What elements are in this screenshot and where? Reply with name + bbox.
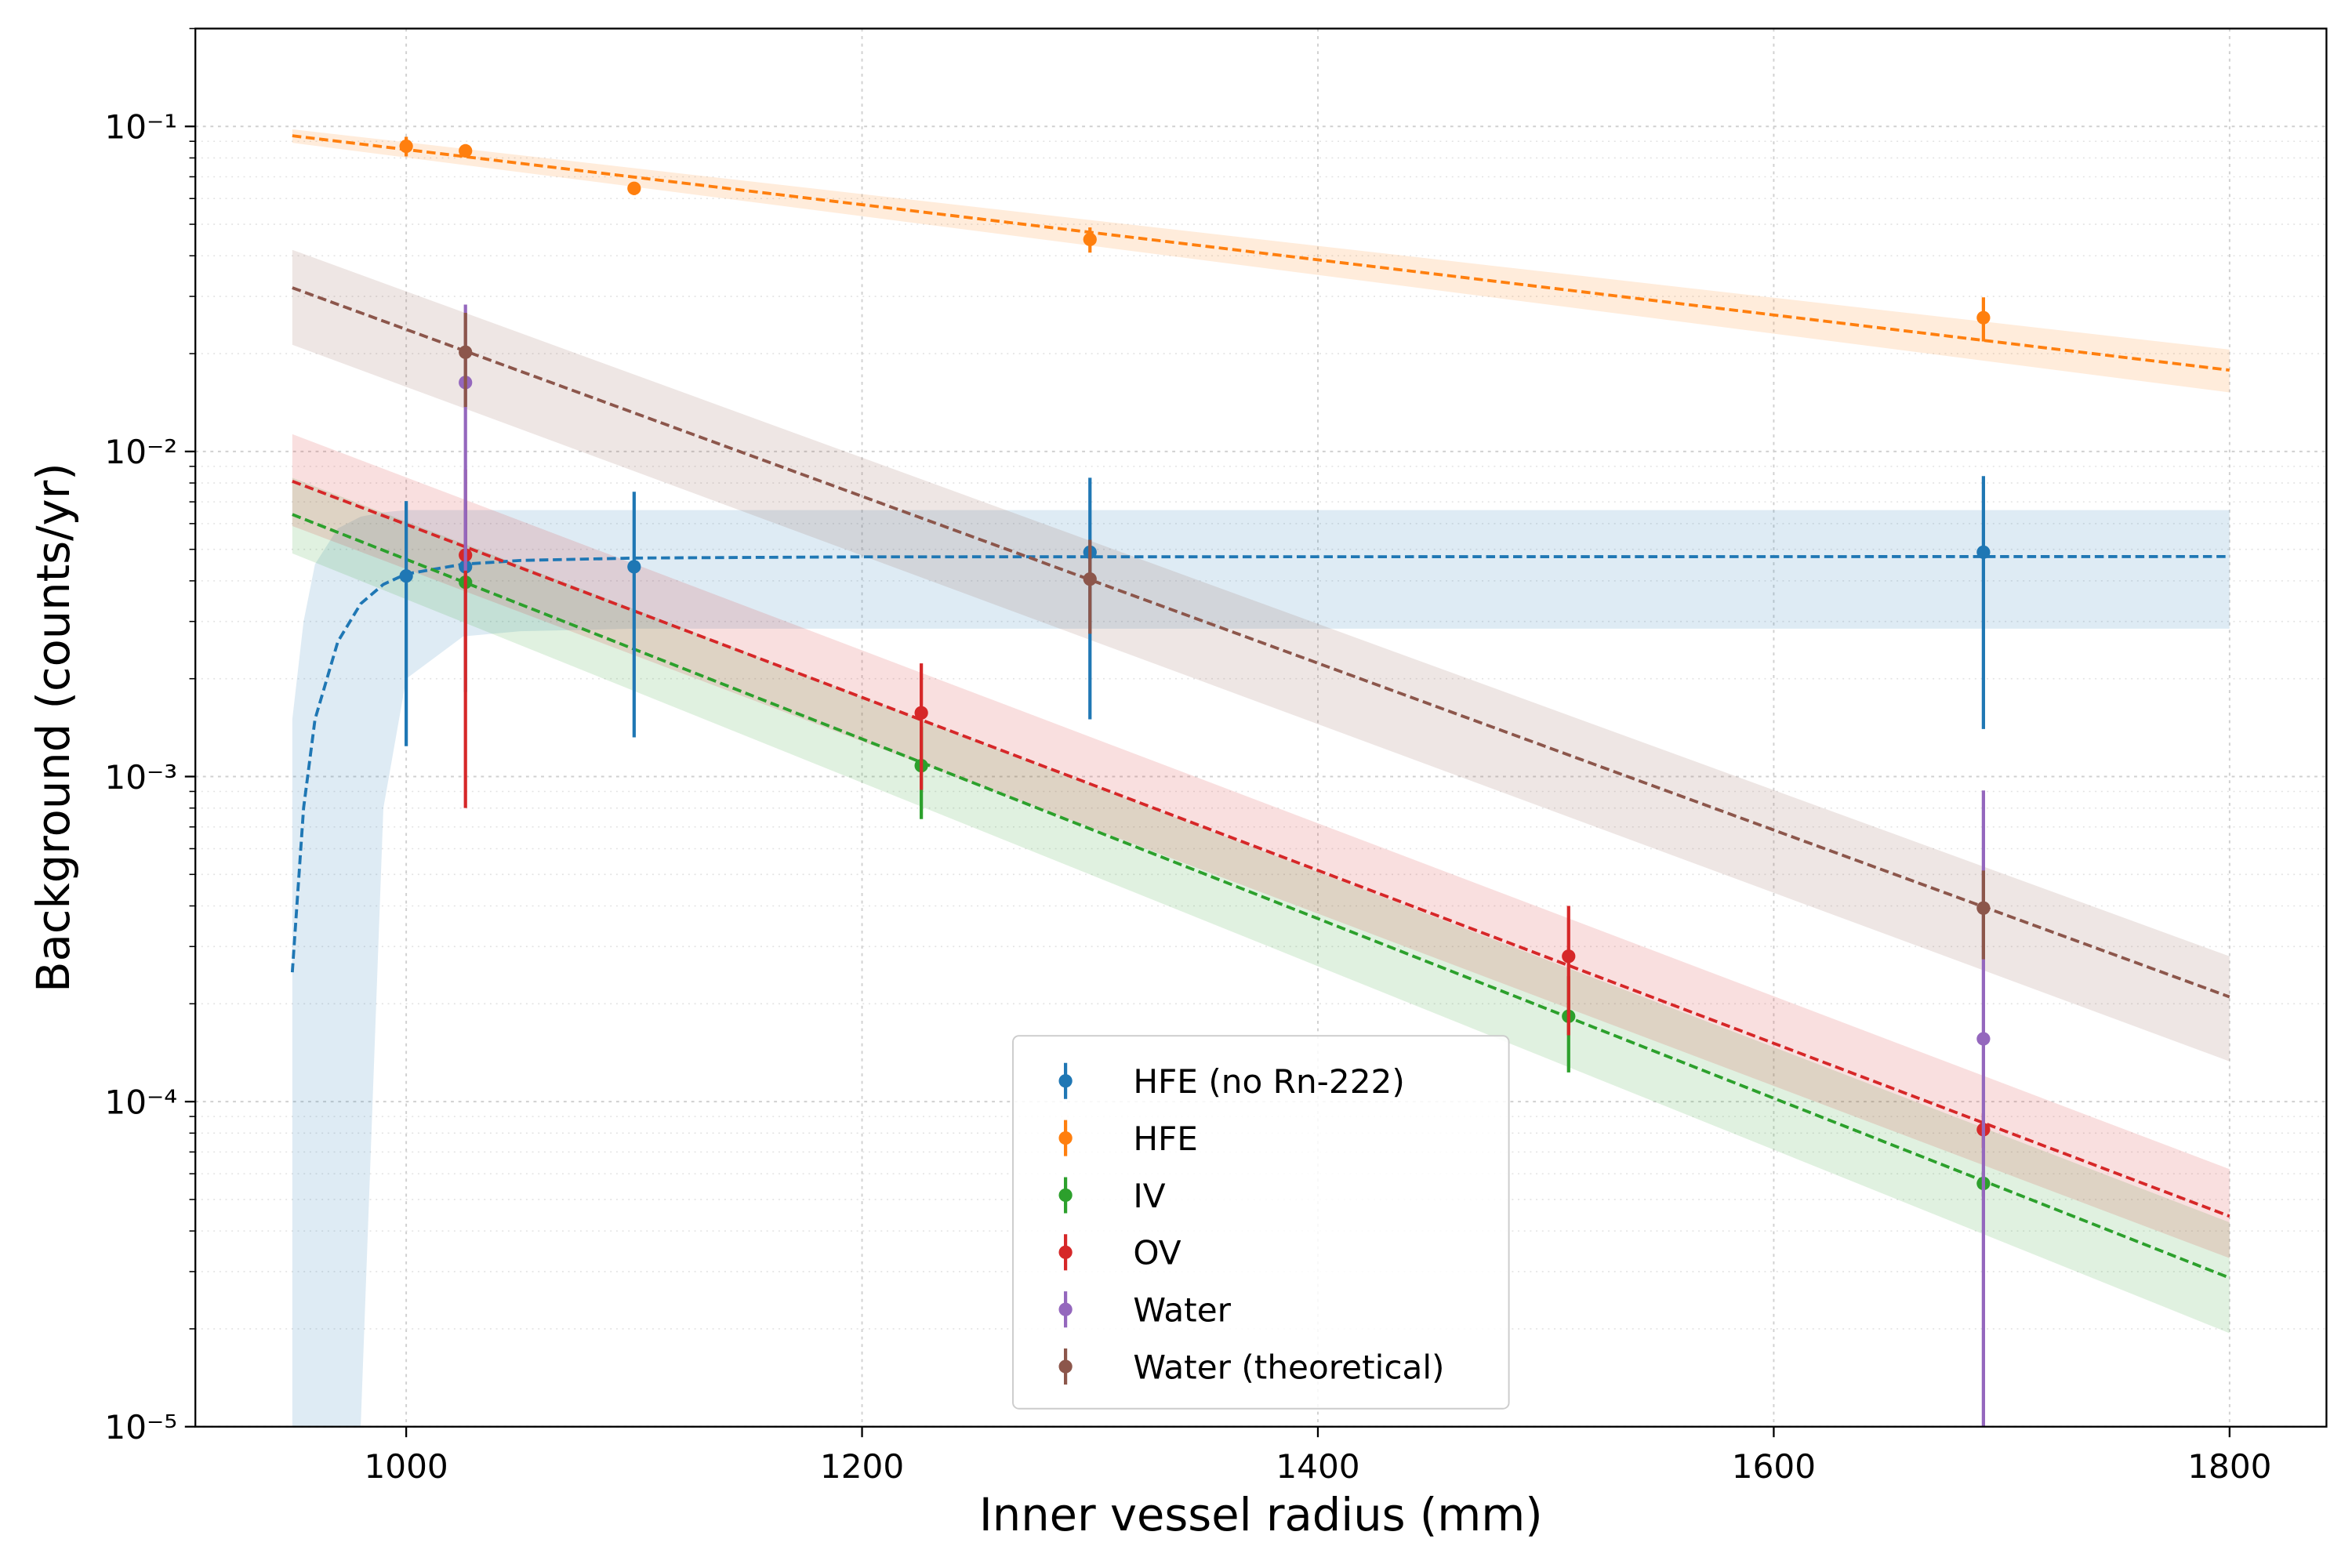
legend-marker <box>1058 1359 1073 1374</box>
y-axis-label: Background (counts/yr) <box>27 463 80 993</box>
data-point <box>1083 572 1097 586</box>
x-tick-label: 1600 <box>1732 1447 1816 1486</box>
data-point <box>399 569 413 583</box>
data-point <box>627 560 641 574</box>
x-tick-label: 1000 <box>364 1447 448 1486</box>
legend-label: OV <box>1133 1234 1181 1272</box>
y-tick-label: 10⁻⁵ <box>104 1408 177 1446</box>
y-tick-label: 10⁻¹ <box>104 108 177 147</box>
x-tick-label: 1200 <box>820 1447 904 1486</box>
legend: HFE (no Rn-222) HFE IV OV Water Water (theore… <box>1012 1035 1510 1410</box>
data-point <box>1083 232 1097 247</box>
fit-line <box>290 554 2230 973</box>
legend-box <box>1012 1035 1510 1410</box>
y-tick-label: 10⁻² <box>104 433 177 471</box>
legend-marker <box>1058 1074 1073 1088</box>
fit-line <box>292 134 2230 372</box>
confidence-band <box>292 510 2230 1427</box>
ticks: 1000 1200 1400 1600 1800 10⁻⁵ 10⁻⁴ 10⁻³ 10⁻² 10⁻¹ <box>104 27 2271 1486</box>
fit-line <box>292 480 2230 1218</box>
data-point <box>1976 545 1991 559</box>
legend-marker <box>1058 1302 1073 1316</box>
data-point <box>1976 1032 1991 1046</box>
data-point <box>1562 949 1576 964</box>
data-point <box>1976 310 1991 325</box>
data-point <box>399 139 413 154</box>
legend-label: Water (theoretical) <box>1133 1348 1444 1386</box>
legend-label: Water <box>1133 1291 1231 1330</box>
confidence-band <box>292 477 2230 1334</box>
legend-marker <box>1058 1245 1073 1259</box>
confidence-band <box>292 249 2230 1062</box>
plot-area <box>290 129 2230 1427</box>
fit-line <box>292 286 2230 999</box>
legend-marker <box>1058 1131 1073 1145</box>
legend-label: HFE (no Rn-222) <box>1133 1062 1404 1101</box>
data-point <box>627 181 641 195</box>
data-point <box>1976 901 1991 915</box>
x-tick-label: 1400 <box>1276 1447 1359 1486</box>
fit-line <box>292 513 2230 1279</box>
axes-frame <box>194 27 2328 1428</box>
y-tick-label: 10⁻⁴ <box>104 1083 177 1121</box>
data-point <box>459 345 473 359</box>
x-tick-label: 1800 <box>2187 1447 2271 1486</box>
data-point <box>914 706 928 720</box>
confidence-band <box>292 434 2230 1258</box>
y-tick-label: 10⁻³ <box>104 758 177 797</box>
x-axis-label: Inner vessel radius (mm) <box>979 1489 1543 1541</box>
data-point <box>459 143 473 158</box>
legend-marker <box>1058 1188 1073 1203</box>
legend-label: IV <box>1133 1177 1165 1215</box>
legend-label: HFE <box>1133 1120 1198 1158</box>
